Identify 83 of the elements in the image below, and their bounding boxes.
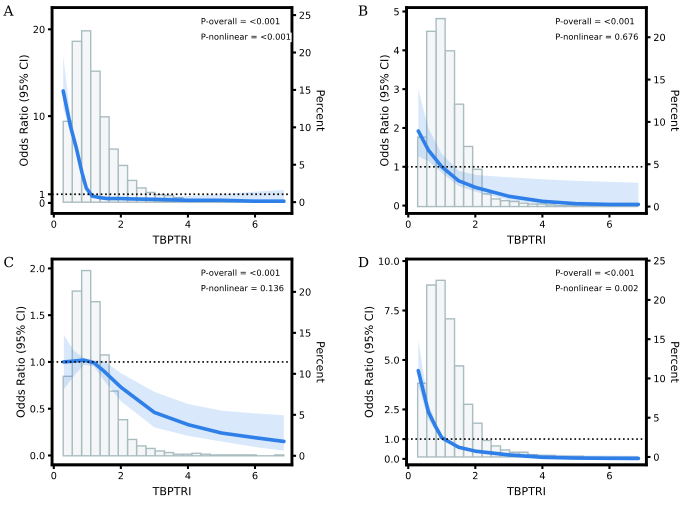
y-tick-label: 2: [394, 124, 399, 132]
x-tick-label: 0: [51, 472, 56, 480]
annotation: P-overall = <0.001: [556, 18, 634, 24]
x-tick-label: 4: [185, 220, 190, 228]
y2-tick-label: 15: [654, 76, 665, 84]
x-axis-title: TBPTRI: [506, 236, 545, 244]
y-tick-label: 1.0: [30, 358, 45, 366]
x-tick-label: 6: [252, 472, 258, 480]
y2-tick-label: 5: [300, 161, 304, 169]
x-tick-label: 0: [406, 472, 411, 480]
y-axis-title: Odds Ratio (95% CI): [364, 306, 374, 418]
y-axis-title: Odds Ratio (95% CI): [16, 306, 26, 418]
y-tick-label: 7.5: [384, 307, 399, 314]
x-tick-label: 0: [51, 220, 56, 228]
y2-tick-label: 20: [300, 48, 311, 56]
x-tick-label: 4: [540, 472, 545, 480]
y2-tick-label: 0: [299, 452, 304, 460]
y2-tick-label: 20: [654, 296, 666, 304]
x-axis-title: TBPTRI: [506, 487, 545, 496]
x-tick-label: 4: [540, 220, 545, 228]
y2-tick-label: 5: [654, 160, 659, 168]
y2-tick-label: 15: [654, 336, 665, 344]
y-tick-label: 1: [394, 163, 399, 170]
x-axis-title: TBPTRI: [152, 236, 190, 244]
y-tick-label: 2.0: [30, 264, 45, 272]
y-tick-label: 0.5: [30, 405, 44, 413]
y2-tick-label: 10: [300, 124, 311, 132]
y-tick-label: 0: [40, 199, 45, 207]
y-tick-label: 10: [34, 112, 45, 120]
y-tick-label: 1.0: [385, 436, 399, 443]
chart-title: A: [3, 6, 14, 16]
annotation: P-nonlinear = 0.676: [556, 33, 638, 40]
y2-tick-label: 20: [654, 34, 666, 42]
annotation: P-nonlinear = 0.002: [556, 284, 638, 292]
y2-tick-label: 5: [654, 414, 659, 422]
y2-axis-title: Percent: [316, 90, 325, 132]
chart-title: D: [358, 256, 368, 268]
y-tick-label: 0.0: [30, 452, 45, 460]
x-tick-label: 2: [472, 220, 478, 228]
x-tick-label: 2: [472, 472, 478, 480]
y2-tick-label: 10: [654, 374, 666, 382]
x-tick-label: 6: [252, 220, 258, 228]
x-tick-label: 2: [118, 220, 123, 228]
y2-tick-label: 5: [300, 411, 304, 419]
y-tick-label: 2.5: [384, 406, 399, 414]
x-tick-label: 6: [607, 220, 612, 228]
y-axis-title: Odds Ratio (95% CI): [380, 55, 390, 166]
y2-axis-title: Percent: [670, 342, 680, 383]
y2-axis-title: Percent: [316, 342, 325, 383]
y2-tick-label: 0: [299, 198, 304, 206]
y2-tick-label: 15: [300, 86, 310, 94]
y-tick-label: 5.0: [384, 356, 399, 364]
y2-tick-label: 25: [300, 12, 310, 19]
annotation: P-overall = <0.001: [202, 18, 280, 24]
x-axis-title: TBPTRI: [152, 487, 190, 496]
y2-tick-label: 25: [654, 257, 665, 264]
y-tick-label: 1.5: [30, 312, 44, 320]
chart-title: B: [358, 6, 368, 16]
x-tick-label: 2: [118, 472, 123, 480]
x-tick-label: 0: [406, 220, 411, 228]
y-tick-label: 0: [394, 202, 399, 210]
annotation: P-overall = <0.001: [556, 269, 634, 276]
y-tick-label: 5: [394, 8, 399, 16]
annotation: P-overall = <0.001: [202, 269, 280, 276]
y-tick-label: 4: [394, 46, 400, 54]
y-tick-label: 3: [394, 86, 399, 93]
annotation: P-nonlinear = 0.136: [202, 284, 284, 292]
y-tick-label: 0.0: [384, 455, 399, 463]
y-axis-title: Odds Ratio (95% CI): [19, 55, 30, 166]
y2-tick-label: 20: [300, 288, 311, 296]
y-tick-label: 10.0: [379, 258, 399, 265]
x-tick-label: 4: [185, 472, 190, 480]
y2-tick-label: 10: [300, 370, 311, 378]
y2-tick-label: 15: [300, 329, 310, 337]
y2-tick-label: 0: [654, 203, 659, 210]
y2-axis-title: Percent: [670, 90, 680, 132]
y2-tick-label: 10: [654, 118, 666, 126]
annotation: P-nonlinear = <0.001: [202, 33, 290, 40]
chart-title: C: [4, 256, 14, 268]
x-tick-label: 6: [607, 472, 612, 480]
y-tick-label: 20: [34, 26, 45, 34]
y-tick-label: 1: [40, 190, 44, 198]
y2-tick-label: 0: [654, 453, 659, 461]
